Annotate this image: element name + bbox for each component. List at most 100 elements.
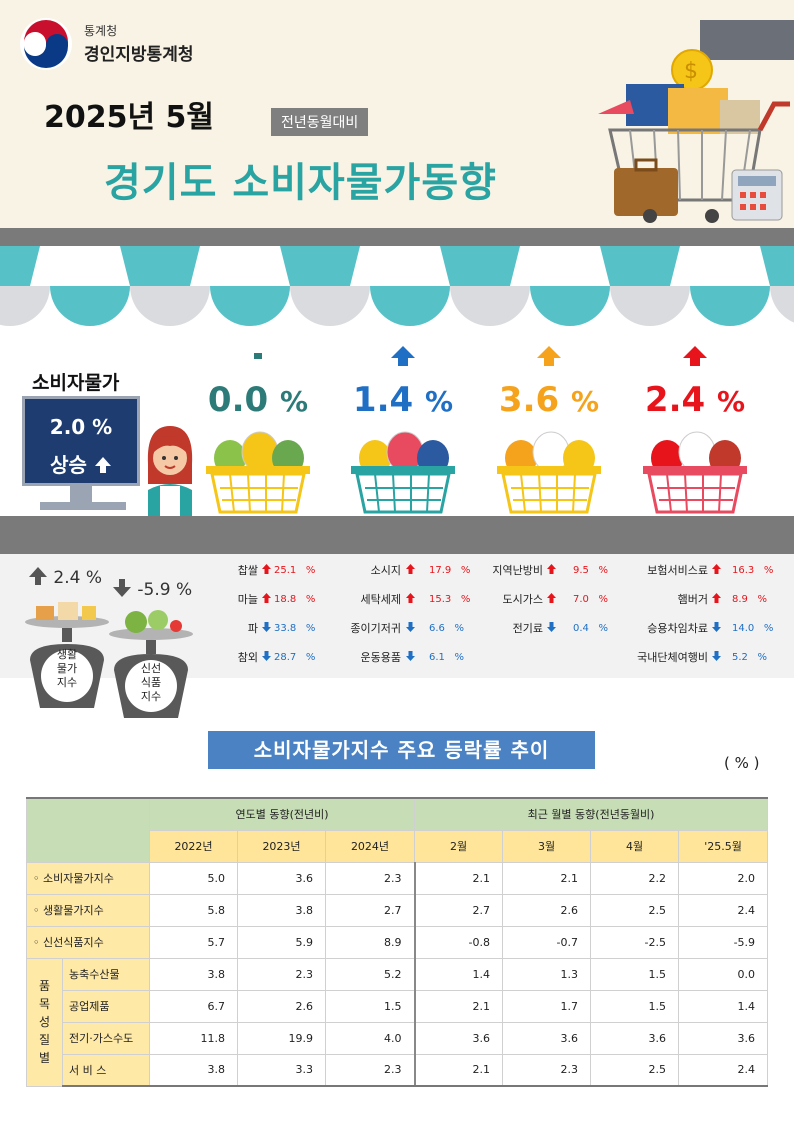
column-header: '25.5월 bbox=[678, 829, 769, 863]
table-row: 전기·가스수도 11.8 19.9 4.0 3.6 3.6 3.6 3.6 bbox=[27, 1021, 769, 1055]
table-cell: 2.4 bbox=[678, 893, 769, 927]
table-cell: 2.6 bbox=[502, 893, 592, 927]
table-column-header-row: 2022년 2023년 2024년 2월 3월 4월 '25.5월 bbox=[27, 829, 769, 863]
table-cell: 3.8 bbox=[149, 1053, 238, 1087]
cpi-monitor: 2.0 % 상승 bbox=[22, 396, 140, 486]
table-row: 품 목 성 질 별 농축수산물 3.8 2.3 5.2 1.4 1.3 1.5 0.0 bbox=[26, 957, 769, 1087]
table-cell: 2.1 bbox=[413, 861, 504, 895]
row-label: 농축수산물 bbox=[62, 957, 150, 991]
basket-icon bbox=[637, 428, 753, 514]
item-name-label: 전기료 bbox=[512, 622, 543, 635]
down-arrow-icon bbox=[262, 650, 271, 666]
item-value-unit: % bbox=[598, 565, 608, 576]
item-name: 파 bbox=[0, 621, 258, 637]
column-header: 4월 bbox=[590, 829, 680, 863]
cpi-direction-label: 상승 bbox=[50, 453, 87, 477]
scale-icon bbox=[109, 610, 193, 718]
table-cell: 3.6 bbox=[590, 1021, 680, 1055]
life-index-scale: 생활 물가 지수 bbox=[22, 600, 112, 710]
item-value-unit: % bbox=[763, 565, 774, 576]
row-label: ◦ 생활물가지수 bbox=[26, 893, 150, 927]
item-name: 소시지 bbox=[0, 563, 401, 579]
item-value: 25.1 % bbox=[274, 563, 315, 579]
table-cell: 1.5 bbox=[590, 957, 680, 991]
monitor-base bbox=[40, 502, 126, 510]
item-value-number: 7.0 bbox=[573, 594, 589, 605]
item-value: 16.3 % bbox=[732, 563, 773, 579]
table-cell: 2.3 bbox=[324, 1053, 416, 1087]
life-index-label-line2: 물가 bbox=[56, 662, 78, 675]
up-arrow-icon bbox=[620, 345, 770, 371]
store-awning-decoration bbox=[0, 246, 794, 331]
table-cell: 3.6 bbox=[413, 1021, 504, 1055]
item-value-number: 33.8 bbox=[274, 623, 297, 634]
table-cell: 2.2 bbox=[590, 861, 680, 895]
fresh-index-label-line2: 식품 bbox=[140, 676, 162, 689]
table-cell: 19.9 bbox=[237, 1021, 326, 1055]
table-cell: 3.8 bbox=[149, 957, 238, 991]
table-cell: 1.5 bbox=[324, 989, 416, 1023]
table-cell: 1.4 bbox=[678, 989, 769, 1023]
table-cell: 2.1 bbox=[413, 1053, 504, 1087]
item-value: 9.5 % bbox=[573, 563, 608, 579]
item-name-label: 햄버거 bbox=[677, 593, 708, 606]
table-cell: 6.7 bbox=[149, 989, 238, 1023]
up-arrow-icon bbox=[406, 592, 415, 608]
item-name: 마늘 bbox=[0, 592, 258, 608]
item-name-label: 참외 bbox=[237, 651, 258, 664]
header-banner: 통계청 경인지방통계청 2025년 5월 전년동월대비 경기도 소비자물가동향 … bbox=[0, 0, 794, 228]
item-value-unit: % bbox=[598, 594, 608, 605]
column-header: 2월 bbox=[414, 829, 504, 863]
table-cell: 1.7 bbox=[502, 989, 592, 1023]
item-value-number: 0.4 bbox=[573, 623, 589, 634]
category-rate-value: 3.6 bbox=[498, 380, 560, 420]
table-cell: 3.6 bbox=[502, 1021, 592, 1055]
category-rate-value: 0.0 bbox=[207, 380, 269, 420]
column-header: 3월 bbox=[502, 829, 592, 863]
item-value: 7.0 % bbox=[573, 592, 608, 608]
item-name: 세탁세제 bbox=[0, 592, 401, 608]
item-name: 지역난방비 bbox=[0, 563, 543, 579]
table-group-header-row: 연도별 동향(전년비) 최근 월별 동향(전년동월비) bbox=[26, 797, 769, 863]
item-name-label: 세탁세제 bbox=[360, 593, 401, 606]
category-rate: 3.6 % bbox=[474, 380, 624, 420]
cpi-value: 2.0 % bbox=[49, 415, 113, 439]
item-value: 18.8 % bbox=[274, 592, 315, 608]
down-arrow-icon bbox=[712, 621, 721, 637]
row-label: 서 비 스 bbox=[62, 1053, 150, 1087]
row-group-label-char: 품 bbox=[38, 979, 51, 993]
table-cell: -5.9 bbox=[678, 925, 769, 959]
up-arrow-icon bbox=[406, 563, 415, 579]
scale-icon bbox=[25, 602, 109, 708]
item-value-unit: % bbox=[763, 623, 774, 634]
item-name-label: 운동용품 bbox=[360, 651, 401, 664]
category-rate-unit: % bbox=[571, 385, 600, 418]
up-arrow-icon bbox=[28, 567, 48, 588]
item-value-number: 6.6 bbox=[429, 623, 445, 634]
down-arrow-icon bbox=[406, 650, 415, 666]
item-value-unit: % bbox=[757, 652, 767, 663]
category-rate: 1.4 % bbox=[328, 380, 478, 420]
category-rate-unit: % bbox=[425, 385, 454, 418]
item-value-unit: % bbox=[305, 565, 316, 576]
table-cell: 4.0 bbox=[324, 1021, 416, 1055]
table-cell: 1.5 bbox=[590, 989, 680, 1023]
row-label: 공업제품 bbox=[62, 989, 150, 1023]
item-name-label: 도시가스 bbox=[502, 593, 543, 606]
up-arrow-icon bbox=[712, 563, 721, 579]
row-label: ◦ 신선식품지수 bbox=[26, 925, 150, 959]
column-header: 2022년 bbox=[149, 829, 238, 863]
header-divider bbox=[0, 228, 794, 246]
row-label: ◦ 소비자물가지수 bbox=[26, 861, 150, 895]
life-index-value: 2.4 % bbox=[53, 568, 102, 588]
cpi-trend-table: 연도별 동향(전년비) 최근 월별 동향(전년동월비) 2022년 2023년 … bbox=[26, 797, 769, 1087]
table-cell: 2.7 bbox=[324, 893, 416, 927]
item-name-label: 마늘 bbox=[237, 593, 258, 606]
up-arrow-icon bbox=[328, 345, 478, 371]
item-name-label: 지역난방비 bbox=[492, 564, 543, 577]
category-rate-unit: % bbox=[717, 385, 746, 418]
shopkeeper-illustration-icon bbox=[147, 426, 193, 516]
item-value-unit: % bbox=[305, 623, 316, 634]
fresh-index-value: -5.9 % bbox=[137, 580, 193, 600]
table-cell: 1.3 bbox=[502, 957, 592, 991]
